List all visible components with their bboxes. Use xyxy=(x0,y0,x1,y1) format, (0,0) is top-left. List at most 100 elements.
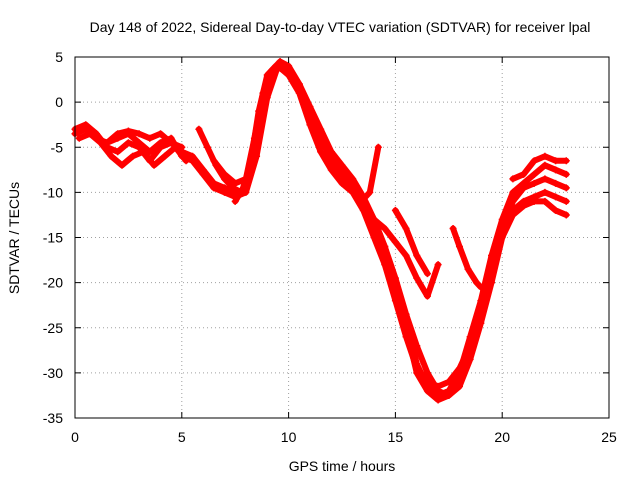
data-point xyxy=(530,179,538,187)
data-point xyxy=(402,224,410,232)
data-point xyxy=(199,166,207,174)
data-point xyxy=(366,188,374,196)
data-point xyxy=(118,161,126,169)
y-tick-label: -5 xyxy=(51,139,64,155)
data-point xyxy=(221,184,229,192)
chart-title: Day 148 of 2022, Sidereal Day-to-day VTE… xyxy=(90,19,591,35)
data-point xyxy=(263,80,271,88)
data-point xyxy=(274,62,282,70)
data-point xyxy=(146,148,154,156)
x-tick-label: 0 xyxy=(71,429,79,445)
x-tick-label: 5 xyxy=(178,429,186,445)
data-point xyxy=(498,234,506,241)
data-point xyxy=(161,152,169,160)
data-point xyxy=(306,103,314,111)
data-point xyxy=(509,188,517,196)
series-line xyxy=(221,63,570,390)
data-point xyxy=(520,184,528,192)
series-line xyxy=(450,225,484,291)
data-point xyxy=(423,270,431,278)
data-point xyxy=(317,148,325,156)
data-point xyxy=(562,184,570,192)
data-point xyxy=(477,319,485,327)
data-point xyxy=(338,179,346,187)
data-point xyxy=(541,175,549,183)
series-track-13 xyxy=(509,152,570,183)
data-point xyxy=(520,202,528,210)
data-point xyxy=(146,134,154,142)
data-point xyxy=(562,170,570,178)
series-track-9 xyxy=(332,143,382,205)
y-tick-label: -15 xyxy=(43,230,63,246)
data-point xyxy=(340,170,348,178)
data-point xyxy=(541,161,549,169)
data-point xyxy=(135,130,143,138)
data-point xyxy=(541,152,549,160)
data-point xyxy=(182,157,190,165)
data-point xyxy=(391,274,399,282)
y-tick-label: -30 xyxy=(43,365,63,381)
data-point xyxy=(374,143,382,151)
data-point xyxy=(391,206,399,214)
data-point xyxy=(473,279,481,287)
data-point xyxy=(530,157,538,165)
data-point xyxy=(509,175,517,183)
data-point xyxy=(97,139,105,147)
data-point xyxy=(124,127,132,135)
data-point xyxy=(530,170,538,178)
y-tick-label: -35 xyxy=(43,410,63,426)
y-tick-label: -25 xyxy=(43,320,63,336)
data-point xyxy=(295,80,303,88)
data-point xyxy=(129,152,137,160)
data-point xyxy=(562,197,570,205)
series-layer xyxy=(71,58,570,404)
data-point xyxy=(231,179,239,187)
data-point xyxy=(221,170,229,178)
data-point xyxy=(306,121,314,129)
y-tick-label: 0 xyxy=(55,94,63,110)
series-track-7 xyxy=(221,62,570,390)
data-point xyxy=(381,243,389,251)
data-point xyxy=(423,387,431,395)
data-point xyxy=(552,206,560,214)
data-point xyxy=(75,134,83,142)
series-track-11 xyxy=(391,206,431,278)
data-point xyxy=(552,193,560,201)
series-track-4 xyxy=(103,127,186,151)
y-tick-label: -10 xyxy=(43,184,63,200)
series-line xyxy=(392,207,431,277)
data-point xyxy=(413,364,421,372)
data-point xyxy=(541,197,549,205)
data-point xyxy=(370,215,378,223)
data-point xyxy=(520,170,528,178)
data-point xyxy=(464,265,472,273)
data-point xyxy=(552,157,560,165)
data-point xyxy=(455,364,463,372)
data-point xyxy=(530,197,538,205)
series-line xyxy=(195,63,570,399)
data-point xyxy=(82,121,90,129)
data-point xyxy=(423,292,431,300)
y-tick-label: 5 xyxy=(55,49,63,65)
data-point xyxy=(203,143,211,151)
data-point xyxy=(231,197,239,205)
data-point xyxy=(195,125,203,133)
data-point xyxy=(107,152,115,160)
data-point xyxy=(332,157,340,165)
data-point xyxy=(242,179,250,187)
data-point xyxy=(124,139,132,147)
data-point xyxy=(466,355,474,363)
data-point xyxy=(210,179,218,187)
data-point xyxy=(359,206,367,214)
grid xyxy=(75,57,609,418)
series-line xyxy=(232,63,570,399)
data-point xyxy=(434,396,442,404)
data-point xyxy=(434,387,442,395)
data-point xyxy=(402,333,410,341)
data-point xyxy=(150,161,158,169)
data-point xyxy=(229,184,237,192)
series-track-3 xyxy=(75,130,190,169)
data-point xyxy=(188,152,196,160)
data-point xyxy=(135,143,143,151)
